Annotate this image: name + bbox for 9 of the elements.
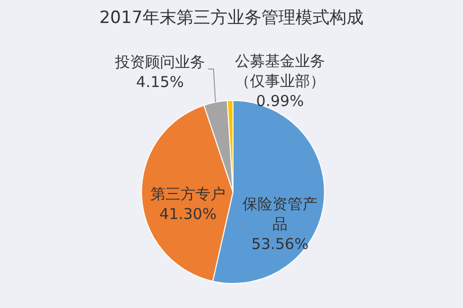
- data-label: 53.56%: [251, 234, 309, 253]
- slice-label: 第三方专户: [150, 184, 226, 203]
- chart-title: 2017年末第三方业务管理模式构成: [98, 7, 365, 29]
- data-label: 41.30%: [159, 204, 217, 223]
- slice-label: 公募基金业务（仅事业部）: [235, 52, 325, 90]
- data-label: 0.99%: [256, 92, 304, 110]
- data-label: 4.15%: [136, 72, 184, 91]
- slice-label: 保险资管产品: [242, 194, 318, 233]
- slice-label: 投资顾问业务: [114, 52, 205, 71]
